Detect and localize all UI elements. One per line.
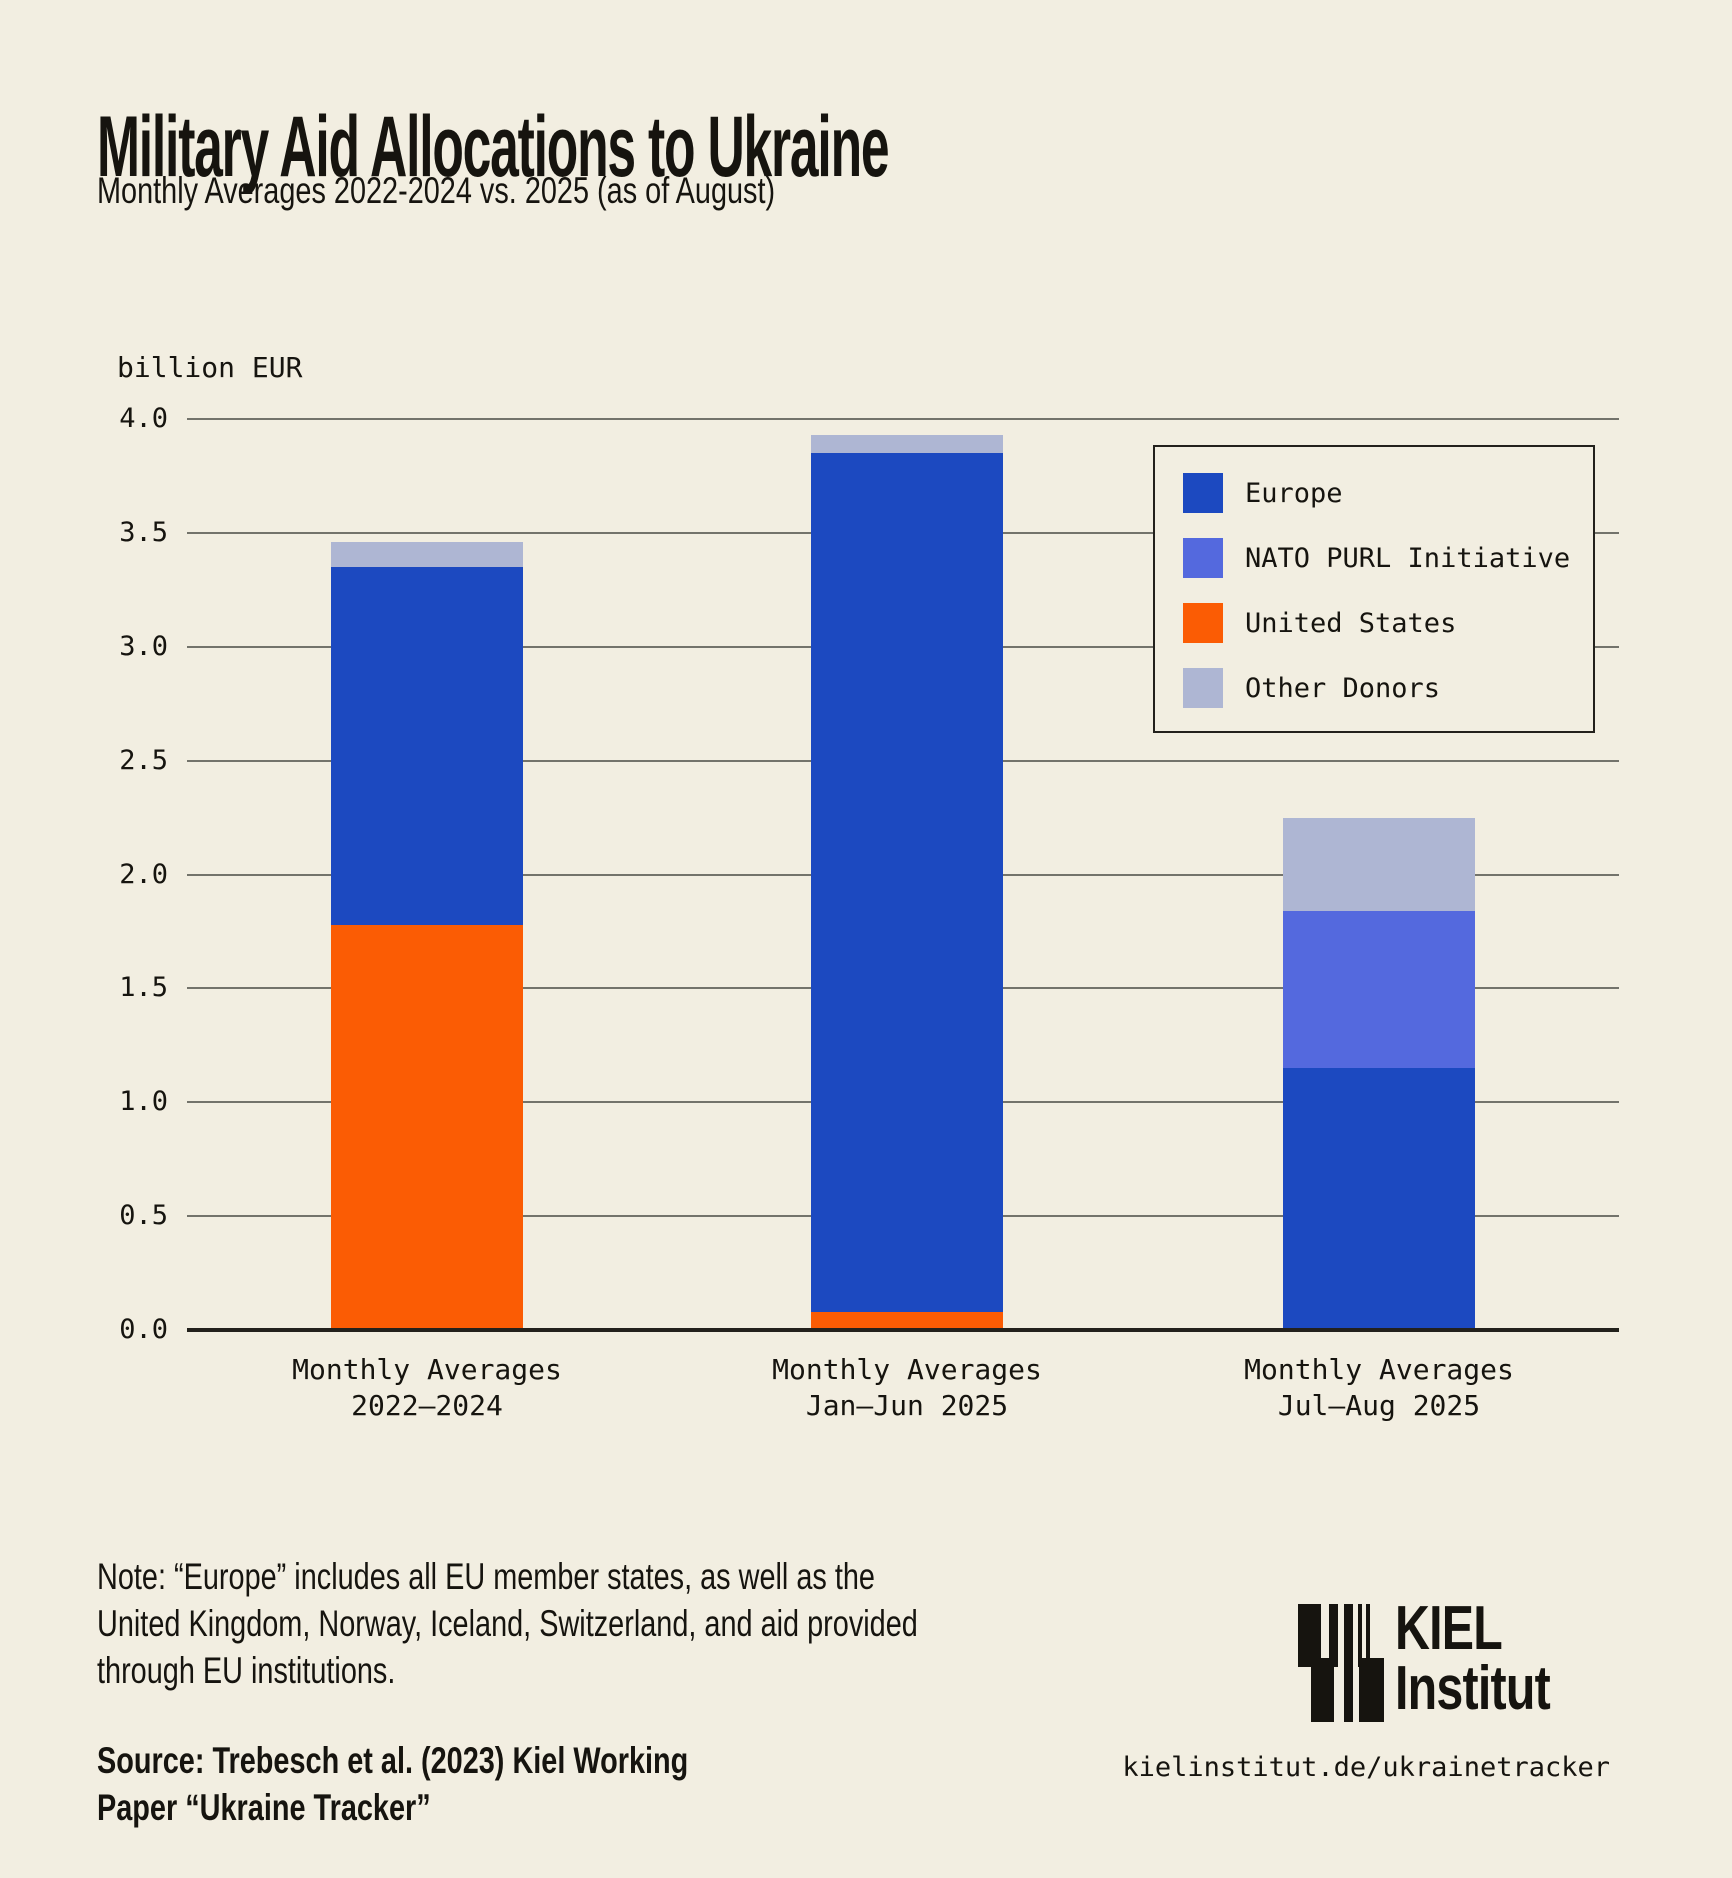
source-text: Source: Trebesch et al. (2023) Kiel Work…	[97, 1740, 689, 1828]
chart-subtitle: Monthly Averages 2022-2024 vs. 2025 (as …	[97, 170, 776, 211]
legend-swatch-europe	[1183, 473, 1223, 513]
legend-item-label: Europe	[1245, 477, 1343, 509]
legend-item: NATO PURL Initiative	[1183, 538, 1593, 578]
y-tick-label: 3.5	[119, 517, 168, 548]
bar-segment-europe	[811, 453, 1003, 1312]
legend-item: Other Donors	[1183, 668, 1593, 708]
bar-segment-nato-purl-initiative	[1283, 911, 1475, 1068]
x-category-label: Monthly Averages 2022–2024	[292, 1353, 562, 1422]
tracker-url: kielinstitut.de/ukrainetracker	[1122, 1752, 1610, 1783]
legend-item-label: Other Donors	[1245, 672, 1441, 704]
y-tick-label: 0.0	[119, 1314, 168, 1345]
y-tick-label: 1.5	[119, 972, 168, 1003]
x-category-label: Monthly Averages Jan–Jun 2025	[772, 1353, 1042, 1422]
x-axis-line	[187, 1328, 1619, 1332]
kiel-logo-icon	[1298, 1604, 1384, 1722]
legend-item-label: NATO PURL Initiative	[1245, 542, 1571, 574]
legend-swatch-other-donors	[1183, 668, 1223, 708]
y-tick-label: 2.5	[119, 745, 168, 776]
legend-item: Europe	[1183, 473, 1593, 513]
y-tick-label: 0.5	[119, 1200, 168, 1231]
bar-segment-europe	[1283, 1068, 1475, 1330]
legend-swatch-united-states	[1183, 603, 1223, 643]
y-tick-label: 2.0	[119, 859, 168, 890]
bar-segment-other-donors	[1283, 818, 1475, 911]
legend-box: Europe NATO PURL Initiative United States O…	[1153, 445, 1595, 733]
legend-swatch-nato-purl-initiative	[1183, 538, 1223, 578]
y-tick-label: 3.0	[119, 631, 168, 662]
y-axis-unit-label: billion EUR	[117, 351, 303, 384]
bar-segment-other-donors	[331, 542, 523, 567]
y-tick-label: 4.0	[119, 403, 168, 434]
chart-title: Military Aid Allocations to Ukraine	[97, 99, 890, 195]
legend-item: United States	[1183, 603, 1593, 643]
note-text: Note: “Europe” includes all EU member st…	[97, 1556, 918, 1691]
legend-item-label: United States	[1245, 607, 1457, 639]
bar-segment-europe	[331, 567, 523, 925]
bar-segment-united-states	[811, 1312, 1003, 1330]
x-category-label: Monthly Averages Jul–Aug 2025	[1244, 1353, 1514, 1422]
bar-segment-united-states	[331, 925, 523, 1330]
gridline	[187, 418, 1619, 420]
kiel-logo-text: KIEL Institut	[1395, 1594, 1551, 1723]
y-tick-label: 1.0	[119, 1086, 168, 1117]
bar-segment-other-donors	[811, 435, 1003, 453]
